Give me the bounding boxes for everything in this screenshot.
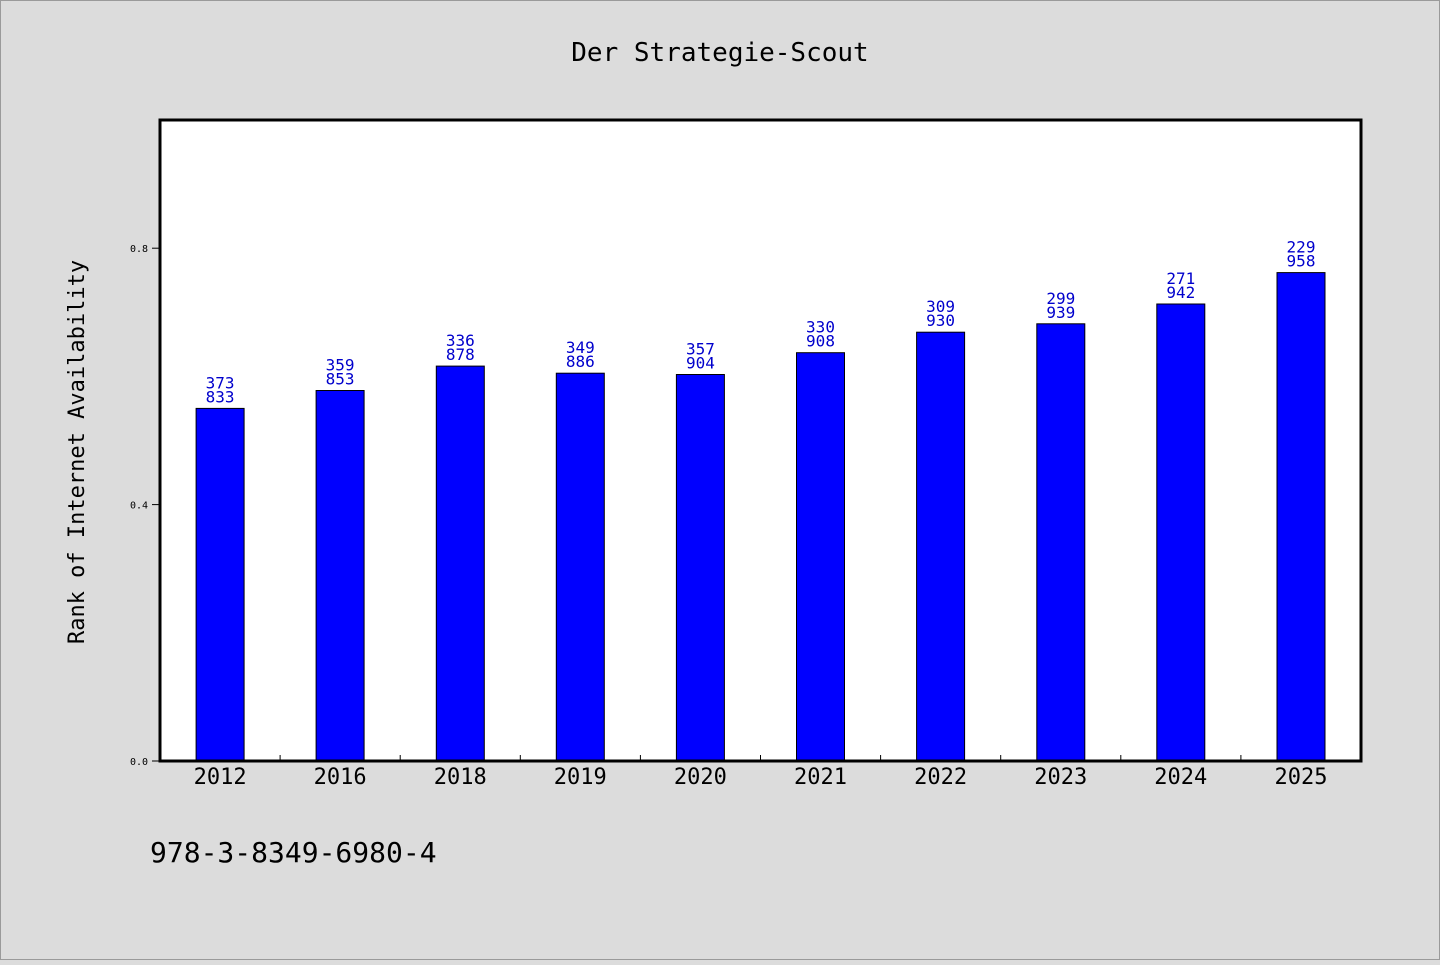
bar-data-label: 833: [206, 387, 235, 406]
x-tick-label: 2024: [1154, 765, 1207, 790]
bar-data-label: 886: [566, 352, 595, 371]
bar-data-label: 904: [686, 354, 715, 373]
x-tick-label: 2023: [1034, 765, 1087, 790]
bar: [1276, 272, 1326, 762]
x-tick-label: 2018: [434, 765, 487, 790]
bar-data-label: 349: [566, 338, 595, 357]
y-tick-label: 0.0: [130, 757, 148, 768]
bar: [675, 374, 725, 762]
x-tick-label: 2012: [194, 765, 247, 790]
bar-data-label: 939: [1046, 303, 1075, 322]
bar-data-label: 908: [806, 332, 835, 351]
y-tick-label: 0.4: [130, 501, 148, 512]
chart-title: Der Strategie-Scout: [571, 38, 868, 68]
bar-data-label: 958: [1287, 252, 1316, 271]
x-tick-label: 2019: [554, 765, 607, 790]
bar-data-label: 309: [926, 297, 955, 316]
bar-data-label: 942: [1166, 283, 1195, 302]
bar-data-label: 271: [1166, 269, 1195, 288]
bar: [916, 331, 966, 762]
bar-data-label: 330: [806, 318, 835, 337]
bar-data-label: 299: [1046, 289, 1075, 308]
bar-data-label: 373: [206, 373, 235, 392]
x-tick-label: 2022: [914, 765, 967, 790]
bar-data-label: 853: [326, 370, 355, 389]
bar: [555, 372, 605, 762]
x-tick-label: 2016: [314, 765, 367, 790]
ticks-group: 2012 2016 2018 2019 2020 2021 2022 2023 2024 2025…: [130, 244, 1328, 790]
y-tick-label: 0.8: [130, 244, 148, 255]
bar-data-label: 357: [686, 340, 715, 359]
x-tick-label: 2025: [1275, 765, 1328, 790]
bar: [315, 390, 365, 762]
y-axis-label: Rank of Internet Availability: [65, 260, 90, 644]
bar-data-label: 229: [1287, 238, 1316, 257]
bar-data-label: 878: [446, 345, 475, 364]
x-tick-label: 2021: [794, 765, 847, 790]
bar-data-label: 359: [326, 356, 355, 375]
bar: [1036, 323, 1086, 762]
bar-data-label: 930: [926, 311, 955, 330]
bar: [195, 407, 245, 762]
x-tick-label: 2020: [674, 765, 727, 790]
bar: [1156, 303, 1206, 762]
bar: [796, 352, 845, 762]
bar-data-label: 336: [446, 331, 475, 350]
bar: [435, 365, 485, 762]
plot-frame: [158, 118, 1363, 763]
isbn-text: 978-3-8349-6980-4: [150, 836, 437, 869]
